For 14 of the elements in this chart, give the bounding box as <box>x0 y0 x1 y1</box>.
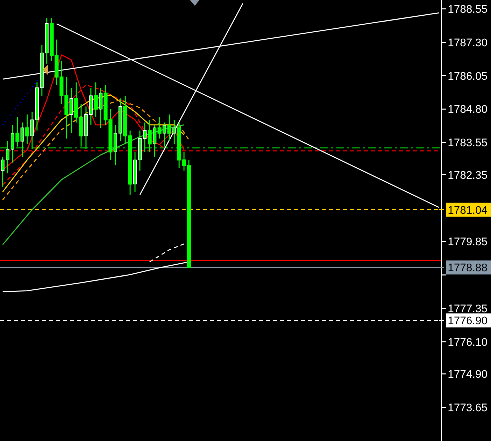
y-tick-label: 1773.65 <box>448 402 488 414</box>
y-tick-label: 1776.10 <box>448 336 488 349</box>
y-tick-label: 1779.85 <box>448 236 488 249</box>
y-tick-label: 1777.35 <box>448 303 488 316</box>
ref-line-label: 1776.90 <box>448 316 488 328</box>
y-tick-label: 1783.55 <box>448 138 488 150</box>
y-tick-label: 1787.30 <box>448 37 488 50</box>
ref-line-label: 1778.88 <box>448 262 488 275</box>
y-tick-label: 1774.90 <box>448 368 488 381</box>
y-tick-label: 1782.35 <box>448 170 488 182</box>
y-tick-label: 1786.05 <box>448 70 488 83</box>
ref-line-label: 1781.04 <box>448 204 488 217</box>
y-tick-label: 1788.55 <box>448 4 488 16</box>
y-tick-label: 1784.80 <box>448 104 488 116</box>
